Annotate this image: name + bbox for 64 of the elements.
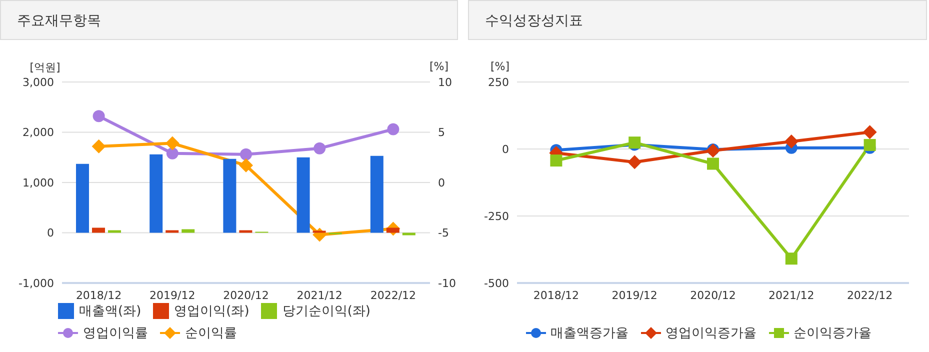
point xyxy=(166,147,178,160)
point xyxy=(785,252,798,265)
x-tick-label: 2022/12 xyxy=(846,288,893,302)
y2-tick-label: 5 xyxy=(438,126,445,140)
y-tick-label: 2,000 xyxy=(22,126,54,140)
y-tick-label: 0 xyxy=(47,226,54,240)
x-tick-label: 2018/12 xyxy=(76,288,122,302)
point xyxy=(92,139,106,154)
x-tick-label: 2019/12 xyxy=(150,288,196,302)
bar xyxy=(182,229,195,233)
point xyxy=(165,136,180,150)
chart-title: 주요재무항목 xyxy=(17,12,101,30)
point xyxy=(314,142,326,154)
chart-title: 수익성장성지표 xyxy=(485,12,583,30)
point xyxy=(784,134,798,148)
legend-label: 영업이익증가율 xyxy=(666,325,756,342)
y2-axis-title: [%] xyxy=(428,60,450,73)
bar xyxy=(223,158,236,233)
y-axis-title: [억원] xyxy=(28,60,62,75)
bar xyxy=(370,156,384,233)
legend-label: 매출액(좌) xyxy=(79,303,142,320)
x-tick-label: 2021/12 xyxy=(296,288,342,302)
bar xyxy=(108,230,121,233)
x-tick-label: 2021/12 xyxy=(768,288,814,302)
y-tick-label: 1,000 xyxy=(22,176,54,190)
point xyxy=(92,110,105,122)
bar xyxy=(402,232,416,236)
y-tick-label: 3,000 xyxy=(22,76,54,89)
y2-tick-label: 10 xyxy=(438,76,452,89)
y2-tick-label: 0 xyxy=(438,176,445,190)
point xyxy=(864,138,876,151)
legend-label: 순이익증가율 xyxy=(794,325,872,342)
bar xyxy=(76,164,89,233)
legend-label: 순이익률 xyxy=(185,325,237,342)
y-tick-label: -250 xyxy=(484,210,509,223)
point xyxy=(628,155,642,170)
point xyxy=(239,158,253,172)
bar xyxy=(92,228,105,233)
point xyxy=(240,148,252,160)
y-tick-label: 250 xyxy=(488,76,509,89)
point xyxy=(387,123,400,136)
y-axis-title: [%] xyxy=(489,60,511,73)
bar xyxy=(166,230,179,233)
y2-tick-label: -5 xyxy=(438,226,449,240)
x-tick-label: 2019/12 xyxy=(612,288,658,302)
y-tick-label: -500 xyxy=(484,276,509,290)
x-tick-label: 2018/12 xyxy=(533,288,580,302)
bar xyxy=(296,157,310,233)
y-tick-label: 0 xyxy=(502,142,509,156)
bar xyxy=(150,154,163,233)
point xyxy=(707,158,719,170)
bar xyxy=(239,230,252,233)
legend-label: 당기순이익(좌) xyxy=(282,303,370,320)
bar xyxy=(386,228,400,233)
x-tick-label: 2020/12 xyxy=(223,288,269,302)
y-tick-label: -1,000 xyxy=(18,276,54,290)
point xyxy=(550,154,562,167)
legend-label: 영업이익률 xyxy=(83,325,148,342)
legend-label: 영업이익(좌) xyxy=(174,303,250,320)
point xyxy=(862,125,877,140)
x-tick-label: 2022/12 xyxy=(370,288,416,302)
legend-label: 매출액증가율 xyxy=(550,325,628,342)
x-tick-label: 2020/12 xyxy=(690,288,736,302)
y2-tick-label: -10 xyxy=(438,276,456,290)
